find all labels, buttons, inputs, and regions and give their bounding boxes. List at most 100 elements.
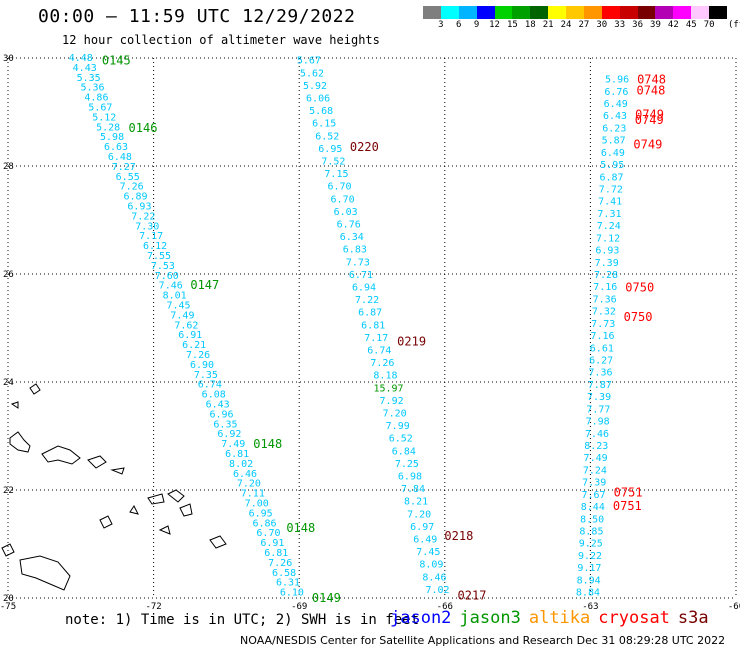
swh-value: 6.46 — [233, 469, 257, 480]
swh-value: 6.34 — [340, 232, 364, 243]
swh-value: 6.89 — [123, 192, 147, 203]
coastline — [41, 445, 81, 465]
swh-value: 5.96 — [605, 75, 629, 86]
pass-time-label: 0749 — [635, 113, 664, 127]
swh-value: 6.76 — [337, 220, 361, 231]
swh-value: 7.17 — [139, 231, 163, 242]
swh-value: 7.72 — [599, 185, 623, 196]
swh-value: 6.87 — [358, 308, 382, 319]
swh-value: 9.22 — [578, 551, 602, 562]
swh-value: 4.48 — [69, 53, 93, 64]
swh-value: 7.35 — [194, 370, 218, 381]
swh-value: 8.02 — [229, 459, 253, 470]
swh-value: 7.49 — [221, 439, 245, 450]
pass-time-label: 0750 — [625, 281, 654, 295]
color-swatch — [548, 6, 566, 19]
color-scale-tick: 45 — [685, 20, 697, 30]
color-swatch — [512, 6, 531, 19]
swh-value: 7.73 — [591, 319, 615, 330]
coastline — [19, 555, 71, 591]
swh-value: 7.77 — [586, 404, 610, 415]
coastline — [129, 505, 139, 515]
coastline — [10, 401, 19, 409]
x-tick-label: -69 — [291, 602, 307, 612]
swh-value: 7.16 — [593, 282, 617, 293]
swh-value: 6.08 — [202, 390, 226, 401]
legend-cryosat: cryosat — [598, 608, 670, 628]
swh-value: 7.26 — [370, 358, 394, 369]
swh-value: 8.21 — [404, 497, 428, 508]
coastline — [179, 503, 193, 517]
color-swatch — [619, 6, 638, 19]
map-title: 00:00 – 11:59 UTC 12/29/2022 — [38, 6, 356, 27]
swh-value: 15.97 — [373, 383, 403, 394]
pass-time-label: 0218 — [444, 529, 473, 543]
color-scale-tick: 21 — [542, 20, 554, 30]
swh-value: 7.46 — [159, 281, 183, 292]
swh-value: 8.01 — [163, 291, 187, 302]
swh-value: 6.58 — [272, 568, 296, 579]
swh-value: 6.93 — [595, 246, 619, 257]
pass-time-label: 0146 — [129, 121, 158, 135]
y-tick-label: 30 — [3, 54, 14, 64]
swh-value: 6.43 — [603, 111, 627, 122]
pass-time-label: 0751 — [613, 499, 642, 513]
swh-value: 7.84 — [401, 484, 425, 495]
y-tick-label: 20 — [3, 594, 14, 604]
pass-time-label: 0148 — [253, 437, 282, 451]
color-scale-unit: (ft) — [728, 20, 740, 30]
swh-value: 6.81 — [361, 320, 385, 331]
swh-value: 6.91 — [178, 330, 202, 341]
y-tick-label: 22 — [3, 486, 14, 496]
swh-value: 7.36 — [588, 368, 612, 379]
y-tick-label: 28 — [3, 162, 14, 172]
y-tick-label: 24 — [3, 378, 14, 388]
swh-value: 7.24 — [583, 465, 607, 476]
swh-value: 7.39 — [582, 478, 606, 489]
footnote: note: 1) Time is in UTC; 2) SWH is in fe… — [65, 612, 420, 628]
swh-value: 5.35 — [77, 73, 101, 84]
coastline — [1, 543, 15, 557]
swh-value: 7.87 — [588, 380, 612, 391]
color-scale-tick: 39 — [650, 20, 661, 30]
swh-value: 6.52 — [315, 131, 339, 142]
swh-value: 7.98 — [586, 417, 610, 428]
swh-value: 9.17 — [577, 563, 601, 574]
swh-value: 5.92 — [303, 81, 327, 92]
swh-value: 7.22 — [131, 211, 155, 222]
legend-s3a: s3a — [677, 608, 709, 628]
swh-value: 6.86 — [253, 518, 277, 529]
swh-value: 6.97 — [410, 522, 434, 533]
swh-value: 7.26 — [186, 350, 210, 361]
swh-value: 7.00 — [245, 499, 269, 510]
swh-value: 7.52 — [321, 157, 345, 168]
coastline — [99, 515, 113, 529]
map-subtitle: 12 hour collection of altimeter wave hei… — [62, 33, 380, 47]
swh-value: 8.44 — [581, 502, 605, 513]
swh-value: 6.70 — [331, 194, 355, 205]
color-scale-tick: 36 — [632, 20, 643, 30]
swh-value: 7.30 — [135, 221, 159, 232]
swh-value: 6.63 — [104, 142, 128, 153]
x-tick-label: -66 — [437, 602, 453, 612]
swh-value: 6.92 — [217, 429, 241, 440]
color-scale-tick: 18 — [524, 20, 536, 30]
pass-time-label: 0147 — [190, 278, 219, 292]
swh-value: 7.20 — [407, 509, 431, 520]
swh-value: 7.62 — [174, 320, 198, 331]
swh-value: 6.43 — [206, 400, 230, 411]
color-swatch — [440, 6, 459, 19]
color-swatch — [673, 6, 692, 19]
swh-value: 6.98 — [398, 472, 422, 483]
swh-value: 6.49 — [601, 148, 625, 159]
swh-value: 7.39 — [595, 258, 619, 269]
swh-value: 6.84 — [392, 446, 416, 457]
swh-value: 7.45 — [166, 301, 190, 312]
swh-value: 7.49 — [170, 310, 194, 321]
swh-value: 7.73 — [346, 257, 370, 268]
swh-value: 6.21 — [182, 340, 206, 351]
swh-value: 6.96 — [209, 409, 233, 420]
swh-value: 5.62 — [300, 68, 324, 79]
legend-altika: altika — [528, 608, 591, 628]
x-tick-label: -60 — [728, 602, 740, 612]
